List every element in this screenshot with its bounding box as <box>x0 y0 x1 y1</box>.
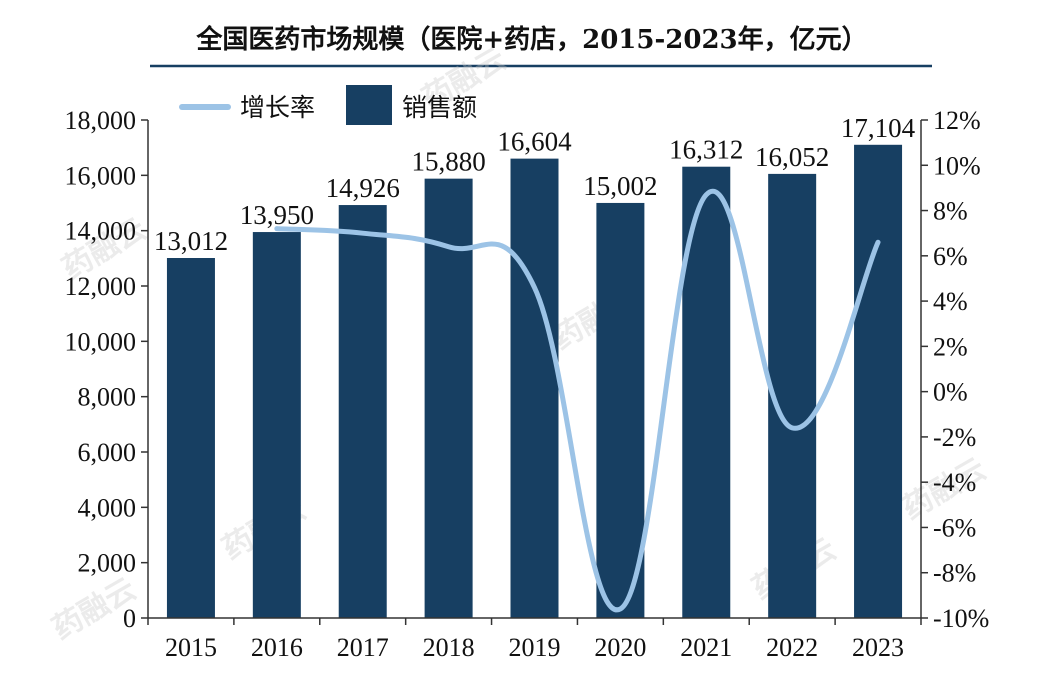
legend-swatch-sales <box>346 85 392 125</box>
data-label-2022: 16,052 <box>755 142 829 172</box>
right-tick-label: 10% <box>933 151 981 180</box>
data-label-2023: 17,104 <box>841 113 916 143</box>
bar-2023 <box>854 144 903 618</box>
bar-2018 <box>424 178 473 619</box>
right-tick-label: -10% <box>933 604 989 633</box>
left-tick-label: 8,000 <box>78 383 137 412</box>
x-tick-label-2015: 2015 <box>165 633 217 662</box>
growth-rate-line <box>274 188 881 613</box>
bar-2022 <box>768 173 817 619</box>
bar-series <box>166 144 903 619</box>
left-tick-label: 12,000 <box>65 272 137 301</box>
line-series <box>274 188 881 613</box>
bar-2019 <box>510 158 559 618</box>
right-tick-label: 4% <box>933 287 968 316</box>
left-tick-label: 14,000 <box>65 217 137 246</box>
left-tick-label: 6,000 <box>78 438 137 467</box>
left-tick-label: 18,000 <box>65 106 137 135</box>
right-tick-label: 2% <box>933 332 968 361</box>
right-tick-label: -4% <box>933 468 976 497</box>
data-label-2018: 15,880 <box>411 147 485 177</box>
left-tick-label: 16,000 <box>65 161 137 190</box>
data-label-2016: 13,950 <box>240 200 314 230</box>
bar-2017 <box>338 205 387 618</box>
right-tick-label: 0% <box>933 378 968 407</box>
right-tick-label: -2% <box>933 423 976 452</box>
left-tick-label: 2,000 <box>78 549 137 578</box>
legend: 增长率 销售额 <box>179 85 477 125</box>
right-tick-label: 8% <box>933 197 968 226</box>
axes: 0 2,000 4,000 6,000 8,000 10,000 12,000 14,000 1… <box>65 106 990 662</box>
x-tick-label-2018: 2018 <box>423 633 475 662</box>
chart-title: 全国医药市场规模（医院+药店，2015-2023年，亿元） <box>195 24 867 55</box>
data-label-2017: 14,926 <box>326 173 400 203</box>
left-tick-label: 10,000 <box>65 327 137 356</box>
data-labels: 13,012 13,950 14,926 15,880 16,604 15,002 16,3… <box>154 113 916 256</box>
x-tick-label-2019: 2019 <box>509 633 561 662</box>
right-tick-label: -6% <box>933 513 976 542</box>
data-label-2015: 13,012 <box>154 226 228 256</box>
x-tick-label-2020: 2020 <box>594 633 646 662</box>
bar-2016 <box>252 232 301 619</box>
right-tick-label: 12% <box>933 106 981 135</box>
left-tick-label: 0 <box>123 604 136 633</box>
left-tick-label: 4,000 <box>78 493 137 522</box>
right-tick-label: -8% <box>933 559 976 588</box>
x-tick-label-2021: 2021 <box>680 633 732 662</box>
bar-2015 <box>166 258 215 618</box>
data-label-2020: 15,002 <box>583 171 657 201</box>
x-tick-label-2022: 2022 <box>766 633 818 662</box>
legend-label-sales: 销售额 <box>402 93 477 122</box>
legend-label-growth-rate: 增长率 <box>240 93 315 122</box>
data-label-2021: 16,312 <box>669 135 743 165</box>
data-label-2019: 16,604 <box>497 127 572 157</box>
x-tick-label-2017: 2017 <box>337 633 389 662</box>
right-tick-label: 6% <box>933 242 968 271</box>
x-tick-label-2023: 2023 <box>852 633 904 662</box>
bar-2020 <box>596 202 645 618</box>
x-tick-label-2016: 2016 <box>251 633 303 662</box>
